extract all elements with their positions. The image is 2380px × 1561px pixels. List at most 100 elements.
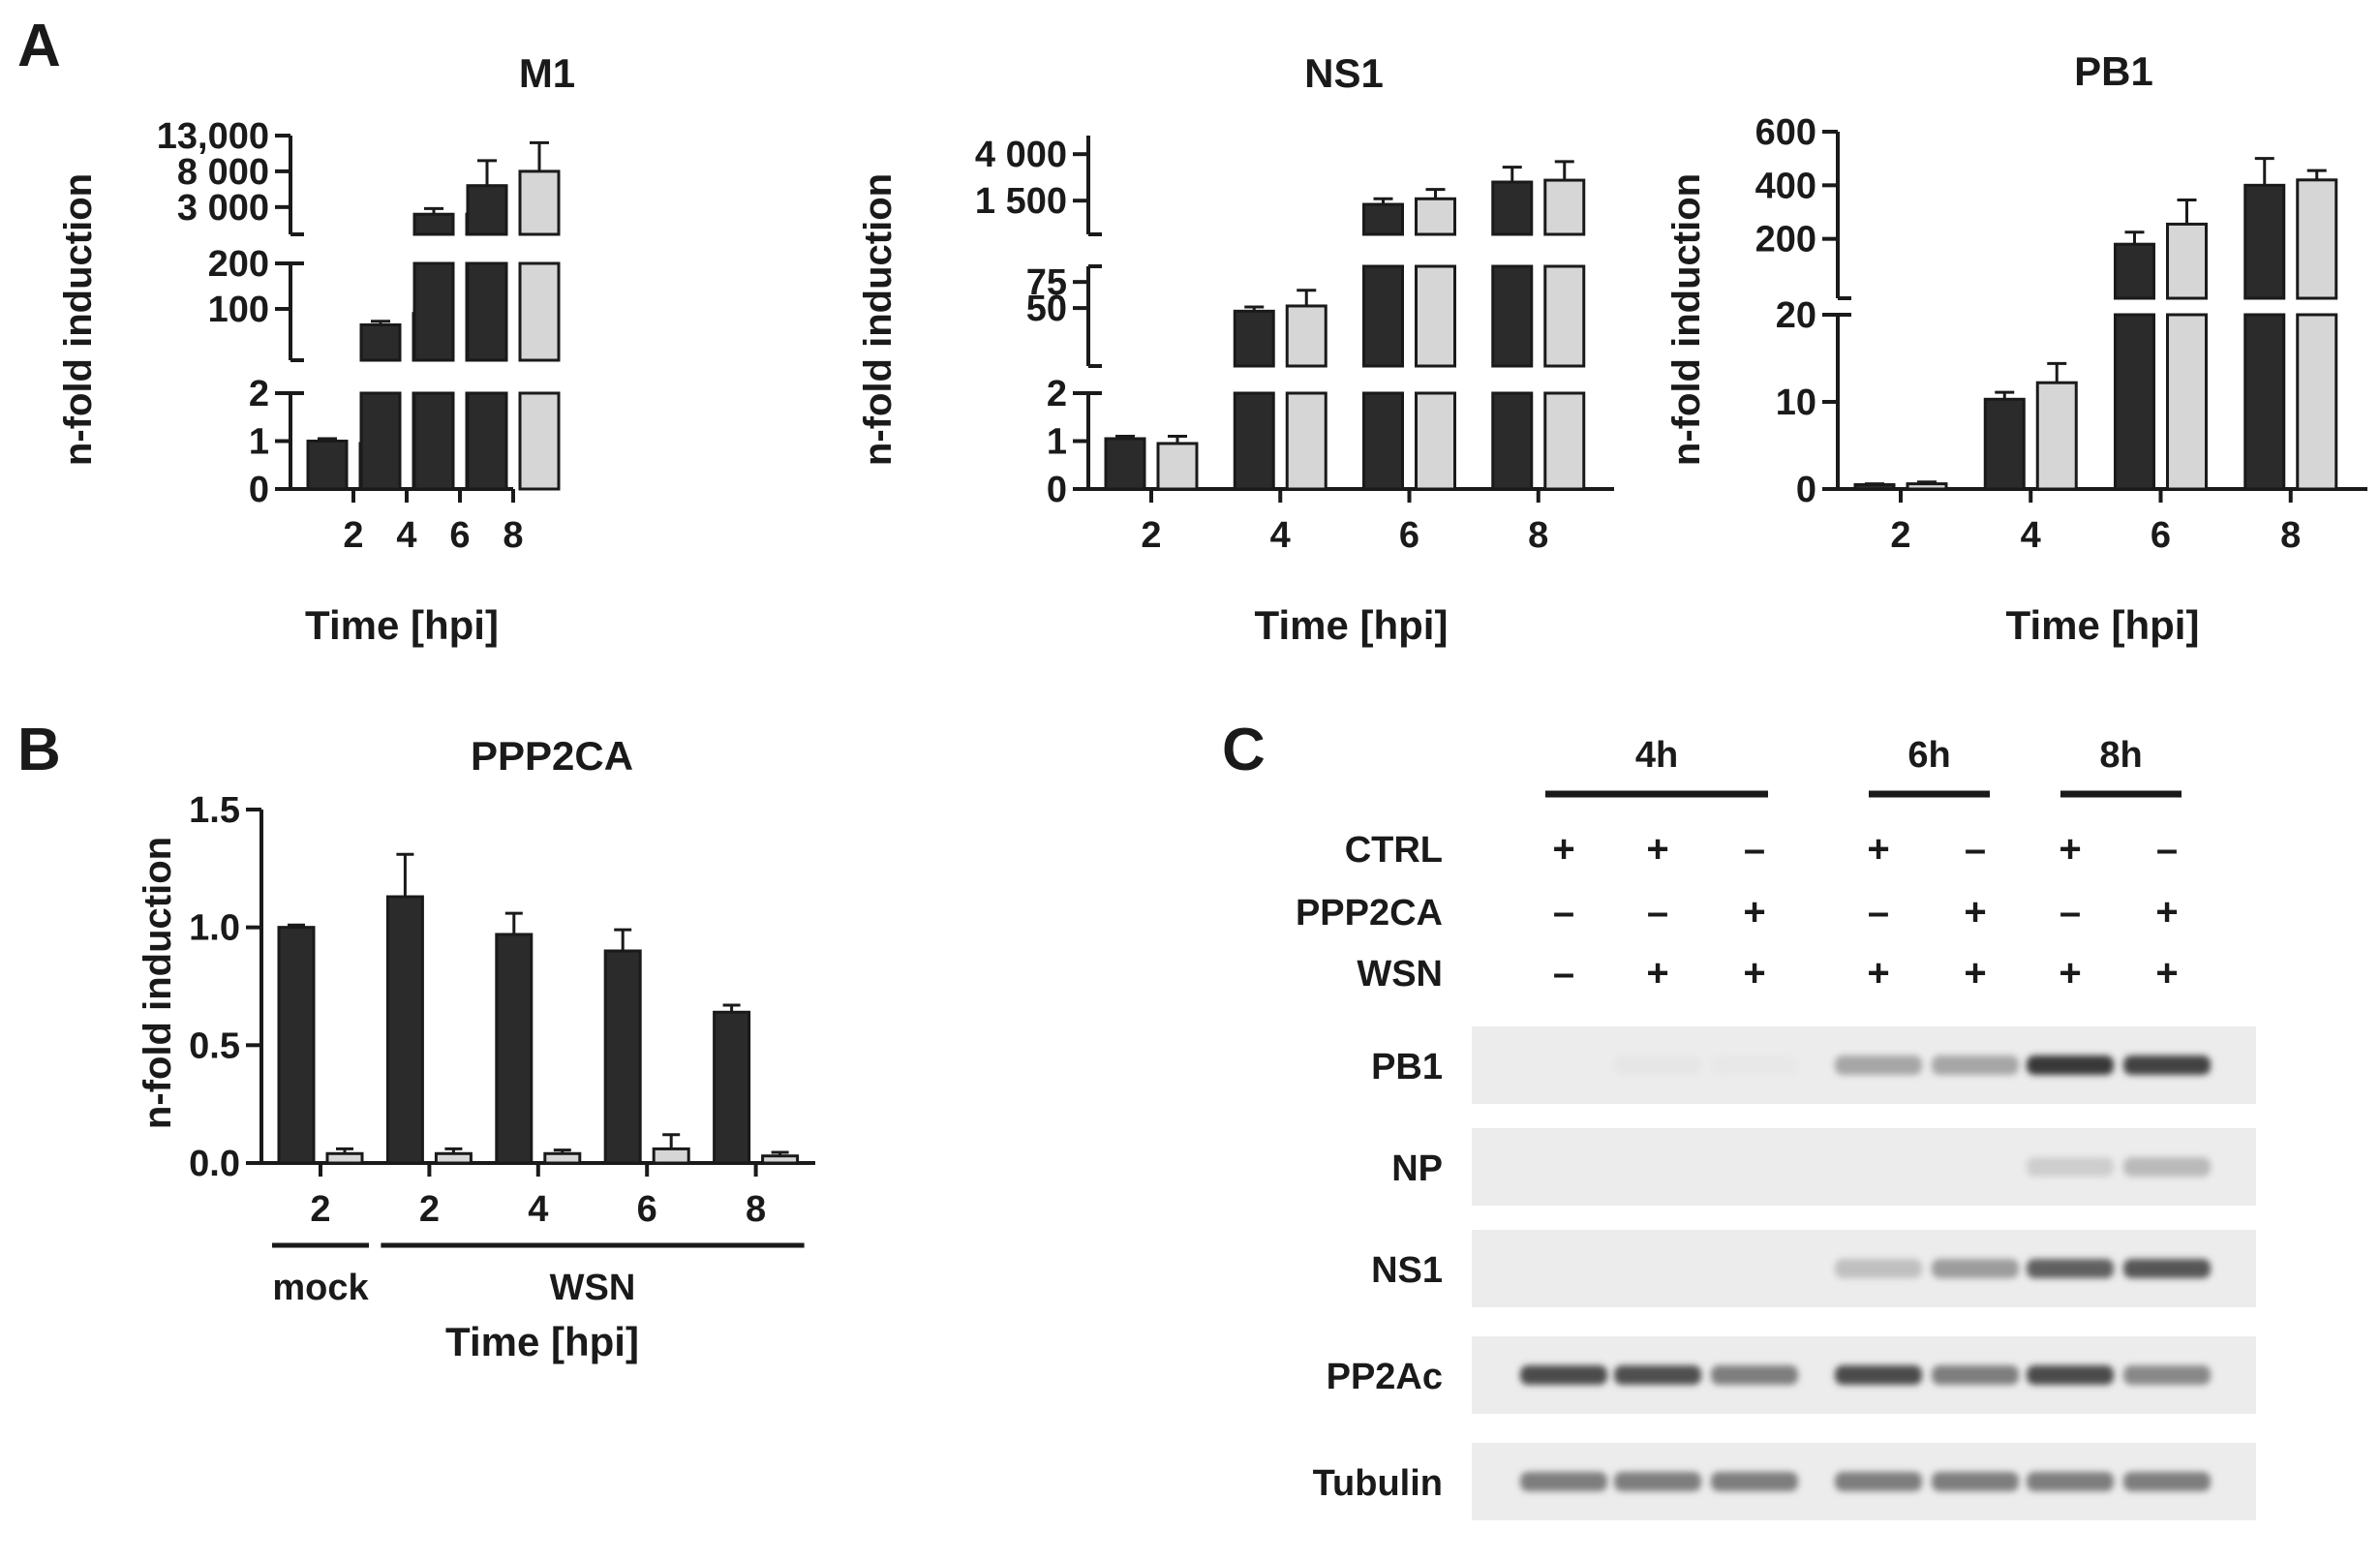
ns1-bar: [1543, 264, 1586, 368]
m1-ytick-label: 200: [208, 244, 269, 285]
blot-band: [1520, 1472, 1607, 1491]
ppp2ca-xtick-label: 2: [419, 1189, 440, 1230]
blot-band: [2027, 1259, 2114, 1278]
ppp2ca-group-label: mock: [272, 1268, 369, 1308]
m1-bar: [359, 391, 402, 491]
blot-condition-sign: +: [1743, 952, 1765, 995]
ppp2ca-xtick-label: 4: [528, 1189, 548, 1230]
pb1-ylabel: n-fold induction: [1665, 173, 1708, 466]
ppp2ca-xlabel: Time [hpi]: [445, 1319, 639, 1364]
ppp2ca-xtick-label: 6: [637, 1189, 657, 1230]
blot-row-label: NS1: [1371, 1250, 1443, 1291]
pb1-ytick-label: 400: [1755, 166, 1816, 206]
blot-condition-sign: +: [1964, 891, 1986, 934]
ns1-bar: [1362, 202, 1404, 236]
panel-label-b: B: [17, 717, 61, 783]
ppp2ca-bar: [713, 1010, 751, 1165]
blot-band: [2027, 1472, 2114, 1491]
m1-ytick-label: 0: [249, 470, 269, 510]
ns1-ytick-label: 1: [1047, 422, 1067, 463]
blot-condition-sign: –: [2156, 828, 2178, 871]
ns1-bar: [1415, 391, 1456, 491]
ns1-bar: [1233, 391, 1275, 491]
pb1-bar: [2296, 313, 2338, 491]
ppp2ca-ylabel: n-fold induction: [137, 837, 179, 1129]
m1-bar: [466, 184, 508, 236]
pb1-bar: [2166, 222, 2208, 300]
m1-bar: [518, 391, 561, 491]
m1-ytick-label: 8 000: [177, 152, 269, 193]
blot-band: [1711, 1365, 1798, 1385]
blot-band: [1614, 1365, 1701, 1385]
ns1-ylabel: n-fold induction: [857, 173, 900, 466]
ppp2ca-bar: [495, 933, 534, 1165]
ppp2ca-ytick-label: 1.0: [189, 908, 240, 949]
ns1-ytick-label: 4 000: [975, 135, 1067, 175]
blot-row-label: PB1: [1371, 1047, 1443, 1087]
blot-time-label: 4h: [1635, 735, 1678, 776]
pb1-bar: [2114, 313, 2155, 491]
ns1-bar: [1285, 391, 1327, 491]
blot-band: [2123, 1157, 2211, 1177]
pb1-bar: [2243, 183, 2286, 300]
ppp2ca-bar: [603, 949, 642, 1165]
ppp2ca-bar: [652, 1147, 690, 1165]
ns1-xtick-label: 4: [1270, 515, 1291, 556]
ns1-ytick-label: 1 500: [975, 181, 1067, 222]
blot-band: [1932, 1472, 2019, 1491]
m1-bar: [306, 440, 349, 491]
blot-row-label: NP: [1391, 1148, 1443, 1189]
blot-band: [2123, 1365, 2211, 1385]
blot-band: [2027, 1365, 2114, 1385]
ns1-bar: [1543, 178, 1586, 236]
pb1-ytick-label: 600: [1755, 112, 1816, 153]
blot-band: [2123, 1472, 2211, 1491]
blot-condition-sign: +: [1964, 952, 1986, 995]
pb1-bar: [2035, 381, 2078, 491]
ppp2ca-title: PPP2CA: [471, 733, 633, 779]
panel-label-c: C: [1222, 717, 1266, 783]
ppp2ca-ytick-label: 0.0: [189, 1144, 240, 1184]
ns1-bar: [1285, 304, 1327, 368]
panel-label-a: A: [17, 13, 61, 79]
blot-condition-sign: +: [1552, 828, 1574, 871]
blot-condition-sign: –: [2060, 891, 2081, 934]
ns1-title: NS1: [1304, 50, 1384, 96]
ns1-bar: [1491, 180, 1534, 236]
pb1-bar: [2243, 313, 2286, 491]
chart-pb1: PB1 n-fold induction 0 10 20 200 400 600 2 4 6 8 Tim…: [1665, 48, 2367, 648]
ppp2ca-xtick-label: 8: [746, 1189, 766, 1230]
ns1-xtick-label: 6: [1399, 515, 1419, 556]
ppp2ca-ytick-label: 0.5: [189, 1025, 240, 1066]
pb1-bar: [2166, 313, 2208, 491]
blot-band: [2123, 1056, 2211, 1075]
pb1-ytick-label: 20: [1776, 295, 1816, 336]
ppp2ca-bar: [434, 1151, 473, 1165]
m1-ytick-label: 13,000: [157, 116, 269, 157]
blot-band: [2123, 1259, 2211, 1278]
m1-ytick-label: 2: [249, 374, 269, 414]
blot-condition-label: WSN: [1357, 954, 1443, 995]
m1-bar: [412, 391, 455, 491]
blot-band: [1711, 1472, 1798, 1491]
blot-condition-sign: –: [1553, 891, 1574, 934]
m1-xtick-label: 4: [396, 515, 416, 556]
m1-bar: [359, 322, 402, 362]
ns1-ytick-label: 75: [1026, 262, 1067, 303]
ppp2ca-bar: [277, 926, 316, 1165]
pb1-xtick-label: 4: [2021, 515, 2041, 556]
m1-xtick-label: 8: [503, 515, 523, 556]
m1-bar: [518, 169, 561, 236]
blot-band: [1835, 1056, 1922, 1075]
blot-band: [1614, 1472, 1701, 1491]
blot-condition-sign: –: [1744, 828, 1765, 871]
blot-row-label: PP2Ac: [1327, 1357, 1443, 1397]
pb1-bar: [1983, 397, 2026, 491]
blot-condition-sign: +: [2155, 891, 2178, 934]
blot-condition-sign: +: [1867, 952, 1889, 995]
blot-band: [1835, 1365, 1922, 1385]
blot-condition-sign: –: [1965, 828, 1986, 871]
